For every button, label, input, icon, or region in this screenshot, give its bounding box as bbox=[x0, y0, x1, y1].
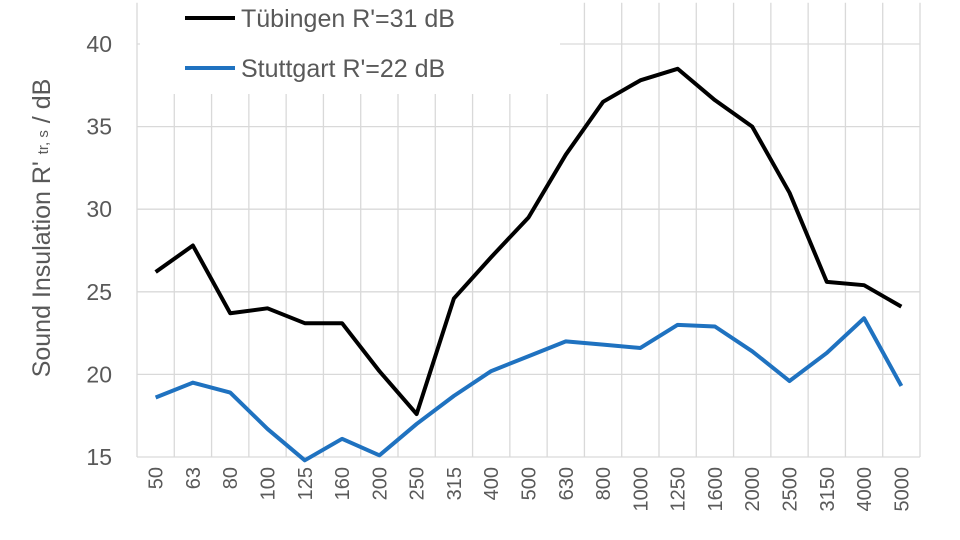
x-tick-label: 1000 bbox=[630, 467, 652, 512]
x-tick-label: 100 bbox=[258, 467, 280, 500]
y-tick-label: 30 bbox=[86, 196, 112, 222]
y-tick-label: 40 bbox=[86, 31, 112, 57]
x-tick-label: 400 bbox=[481, 467, 503, 500]
x-tick-label: 800 bbox=[593, 467, 615, 500]
x-tick-label: 200 bbox=[369, 467, 391, 500]
y-tick-label: 20 bbox=[86, 361, 112, 387]
y-tick-label: 25 bbox=[86, 279, 112, 305]
x-tick-label: 125 bbox=[295, 467, 317, 500]
y-label-suffix: / dB bbox=[28, 79, 56, 123]
y-tick-label: 15 bbox=[86, 444, 112, 470]
x-tick-label: 3150 bbox=[817, 467, 839, 512]
x-tick-label: 500 bbox=[519, 467, 541, 500]
x-tick-label: 1600 bbox=[705, 467, 727, 512]
x-tick-label: 80 bbox=[220, 467, 242, 489]
x-tick-label: 160 bbox=[332, 467, 354, 500]
y-axis-label: Sound Insulation R' tr, s / dB bbox=[26, 79, 56, 378]
y-tick-label: 35 bbox=[86, 114, 112, 140]
x-tick-label: 2500 bbox=[780, 467, 802, 512]
x-tick-label: 630 bbox=[556, 467, 578, 500]
x-tick-label: 4000 bbox=[854, 467, 876, 512]
x-tick-label: 63 bbox=[183, 467, 205, 489]
x-tick-label: 50 bbox=[146, 467, 168, 489]
y-label-subscript: tr, s bbox=[35, 130, 52, 154]
x-tick-label: 2000 bbox=[742, 467, 764, 512]
legend-box bbox=[140, 0, 560, 94]
x-tick-label: 250 bbox=[407, 467, 429, 500]
series-line bbox=[154, 66, 903, 417]
series-line bbox=[154, 316, 904, 463]
x-tick-label: 5000 bbox=[891, 467, 913, 512]
x-tick-label: 1250 bbox=[668, 467, 690, 512]
x-tick-label: 315 bbox=[444, 467, 466, 500]
legend-label: Tübingen R'=31 dB bbox=[241, 5, 455, 33]
y-label-main: Sound Insulation R' bbox=[28, 161, 56, 377]
legend-label: Stuttgart R'=22 dB bbox=[241, 55, 445, 83]
